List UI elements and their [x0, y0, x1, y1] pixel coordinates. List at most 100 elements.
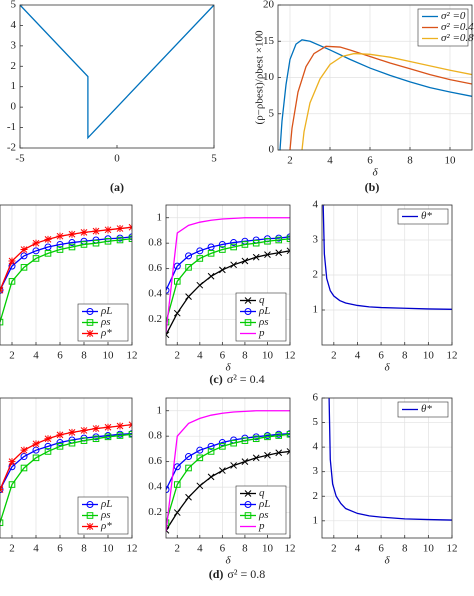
marker — [207, 272, 215, 280]
legend-marker — [244, 512, 252, 519]
marker — [32, 239, 40, 247]
x-tick-label: 10 — [262, 350, 274, 362]
marker — [241, 241, 249, 248]
caption-text: σ² = 0.4 — [227, 372, 265, 386]
marker — [80, 228, 88, 236]
legend-marker — [86, 512, 94, 519]
marker — [8, 481, 16, 488]
caption: (a) — [110, 180, 124, 194]
marker — [68, 243, 76, 251]
marker — [173, 481, 181, 488]
marker — [104, 226, 112, 234]
legend-box — [397, 208, 449, 225]
marker — [185, 264, 192, 271]
marker — [230, 462, 237, 469]
marker — [44, 235, 52, 243]
x-tick-label: 12 — [127, 543, 138, 555]
marker — [275, 249, 283, 257]
x-tick-label: 4 — [197, 543, 203, 555]
marker — [241, 437, 249, 444]
marker — [104, 423, 112, 431]
x-tick-label: 0 — [114, 153, 120, 165]
marker — [173, 262, 181, 270]
legend-label: σ² =0.4 — [441, 21, 474, 33]
x-tick-label: 4 — [355, 543, 361, 555]
marker — [219, 246, 226, 253]
marker — [104, 237, 112, 245]
marker — [80, 426, 88, 434]
marker — [166, 519, 170, 527]
marker — [252, 239, 260, 247]
marker — [68, 230, 76, 238]
x-tick-label: 6 — [378, 350, 384, 362]
caption-text: σ² = 0.8 — [227, 567, 265, 581]
legend-marker — [244, 308, 252, 315]
x-tick-label: 4 — [327, 155, 333, 167]
legend-label: ρs — [100, 316, 111, 328]
y-tick-label: 0.2 — [148, 313, 162, 325]
legend-marker — [244, 490, 252, 497]
marker — [185, 493, 192, 501]
marker — [207, 448, 215, 455]
marker — [218, 439, 226, 447]
y-tick-label: 3 — [11, 39, 17, 51]
y-tick-label: 3 — [313, 465, 319, 477]
y-tick-label: 0.6 — [148, 262, 162, 274]
x-tick-label: 12 — [447, 350, 458, 362]
x-tick-label: 8 — [402, 350, 408, 362]
marker — [56, 439, 64, 447]
marker — [173, 309, 181, 317]
legend-label: σ² =0 — [441, 10, 466, 22]
marker — [275, 236, 283, 244]
marker — [166, 331, 170, 339]
x-tick-label: 8 — [81, 543, 87, 555]
axes-frame — [165, 204, 291, 346]
marker — [230, 243, 237, 251]
x-tick-label: 8 — [242, 350, 248, 362]
marker — [56, 240, 64, 248]
axes-frame — [321, 204, 453, 346]
y-tick-label: 4 — [11, 19, 17, 31]
marker — [68, 239, 76, 247]
x-tick-label: 2 — [9, 543, 15, 555]
marker — [20, 464, 28, 472]
marker — [218, 240, 226, 248]
marker — [116, 236, 124, 244]
marker — [166, 286, 170, 294]
marker — [44, 448, 52, 455]
caption-label: (c) — [209, 372, 222, 386]
legend-label: σ² =0.8 — [441, 32, 474, 44]
marker — [166, 527, 170, 534]
marker — [275, 432, 283, 439]
marker — [207, 250, 215, 257]
x-tick-label: 6 — [57, 543, 63, 555]
marker — [196, 247, 204, 255]
y-tick-label: 0.8 — [148, 237, 162, 249]
x-axis-label: δ — [384, 362, 390, 374]
legend-label: p — [258, 327, 265, 339]
y-tick-label: 1 — [313, 304, 319, 316]
marker — [8, 278, 16, 285]
series-line — [166, 432, 290, 490]
y-tick-label: 3 — [313, 234, 319, 246]
marker — [196, 281, 204, 289]
legend-marker — [86, 523, 94, 530]
series-line — [166, 410, 290, 532]
series-line — [301, 52, 472, 150]
marker — [252, 253, 260, 261]
marker — [92, 435, 100, 443]
y-tick-label: 0 — [11, 101, 17, 113]
x-axis-label: δ — [372, 167, 378, 179]
marker — [92, 227, 100, 235]
caption: (b) — [365, 180, 380, 194]
marker — [20, 264, 28, 271]
marker — [32, 454, 40, 462]
axes-frame — [19, 4, 215, 149]
marker — [8, 458, 16, 466]
marker — [185, 252, 193, 260]
axes: -5 0 5 -2 -1 0 1 2 3 4 5 — [7, 0, 217, 165]
marker — [0, 318, 4, 326]
y-tick-label: 4 — [313, 441, 319, 453]
